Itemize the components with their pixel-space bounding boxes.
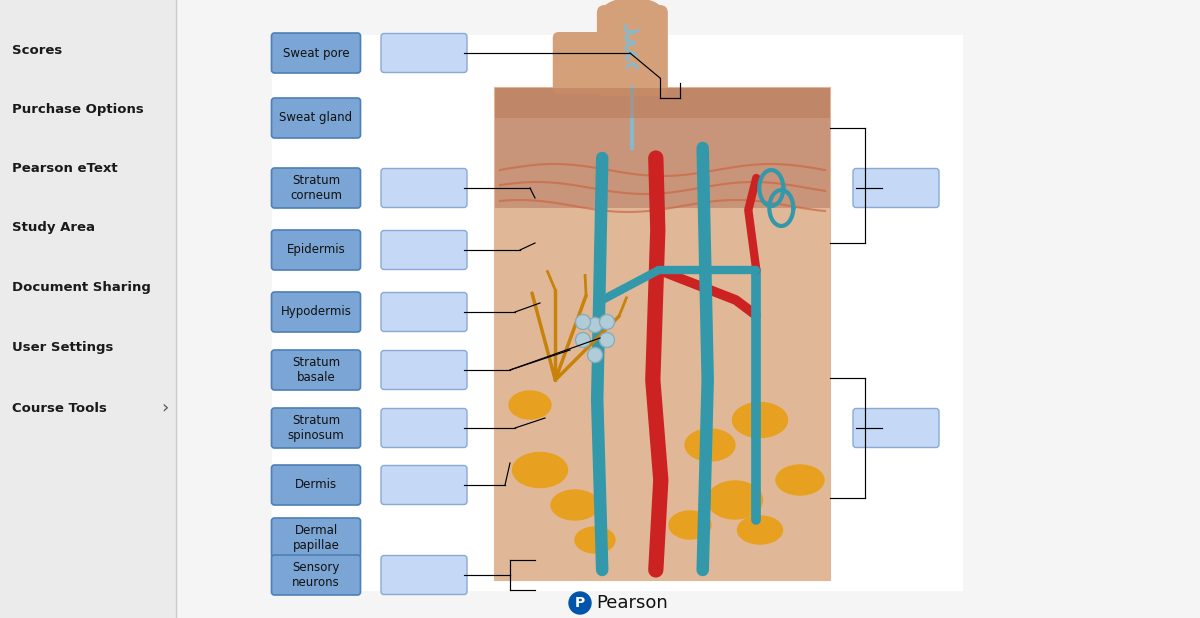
- Text: Scores: Scores: [12, 44, 62, 57]
- Text: Document Sharing: Document Sharing: [12, 282, 151, 295]
- Circle shape: [588, 347, 602, 363]
- Ellipse shape: [738, 516, 782, 544]
- Ellipse shape: [685, 429, 734, 461]
- Circle shape: [569, 592, 592, 614]
- Ellipse shape: [776, 465, 824, 495]
- Ellipse shape: [732, 402, 787, 438]
- Ellipse shape: [602, 0, 662, 23]
- Circle shape: [600, 332, 614, 347]
- Text: Hypodermis: Hypodermis: [281, 305, 352, 318]
- Bar: [496, 88, 830, 580]
- FancyBboxPatch shape: [382, 169, 467, 208]
- Text: Sweat gland: Sweat gland: [280, 111, 353, 124]
- FancyBboxPatch shape: [271, 168, 360, 208]
- Text: Dermal
papillae: Dermal papillae: [293, 524, 340, 552]
- Text: ›: ›: [161, 399, 169, 417]
- FancyBboxPatch shape: [382, 408, 467, 447]
- Bar: [0, 0, 176, 618]
- Bar: [496, 88, 830, 208]
- Bar: [272, 35, 962, 590]
- FancyBboxPatch shape: [271, 465, 360, 505]
- FancyBboxPatch shape: [382, 292, 467, 331]
- Text: Dermis: Dermis: [295, 478, 337, 491]
- FancyBboxPatch shape: [271, 98, 360, 138]
- Circle shape: [588, 318, 602, 332]
- Text: Sweat pore: Sweat pore: [283, 46, 349, 59]
- FancyBboxPatch shape: [271, 33, 360, 73]
- Text: Sensory
neurons: Sensory neurons: [292, 561, 340, 589]
- FancyBboxPatch shape: [596, 5, 668, 96]
- Circle shape: [576, 332, 590, 347]
- Text: Pearson eText: Pearson eText: [12, 161, 118, 174]
- Text: Epidermis: Epidermis: [287, 243, 346, 256]
- Circle shape: [576, 315, 590, 329]
- Circle shape: [600, 315, 614, 329]
- Text: Purchase Options: Purchase Options: [12, 103, 144, 117]
- Text: Stratum
spinosum: Stratum spinosum: [288, 414, 344, 442]
- FancyBboxPatch shape: [271, 518, 360, 558]
- Ellipse shape: [575, 527, 616, 553]
- Text: Study Area: Study Area: [12, 221, 95, 234]
- Text: User Settings: User Settings: [12, 342, 113, 355]
- Ellipse shape: [670, 511, 710, 539]
- Ellipse shape: [551, 490, 599, 520]
- FancyBboxPatch shape: [382, 33, 467, 72]
- Bar: [496, 88, 830, 118]
- FancyBboxPatch shape: [382, 556, 467, 595]
- FancyBboxPatch shape: [271, 408, 360, 448]
- FancyBboxPatch shape: [553, 32, 605, 94]
- FancyBboxPatch shape: [271, 230, 360, 270]
- FancyBboxPatch shape: [853, 408, 940, 447]
- FancyBboxPatch shape: [382, 350, 467, 389]
- Text: Stratum
basale: Stratum basale: [292, 356, 340, 384]
- Text: Stratum
corneum: Stratum corneum: [290, 174, 342, 202]
- FancyBboxPatch shape: [271, 555, 360, 595]
- Text: P: P: [575, 596, 586, 610]
- Ellipse shape: [512, 452, 568, 488]
- FancyBboxPatch shape: [271, 350, 360, 390]
- FancyBboxPatch shape: [382, 231, 467, 269]
- Ellipse shape: [708, 481, 762, 519]
- FancyBboxPatch shape: [382, 465, 467, 504]
- Text: Pearson: Pearson: [596, 594, 667, 612]
- FancyBboxPatch shape: [271, 292, 360, 332]
- FancyBboxPatch shape: [853, 169, 940, 208]
- Ellipse shape: [509, 391, 551, 419]
- Text: Course Tools: Course Tools: [12, 402, 107, 415]
